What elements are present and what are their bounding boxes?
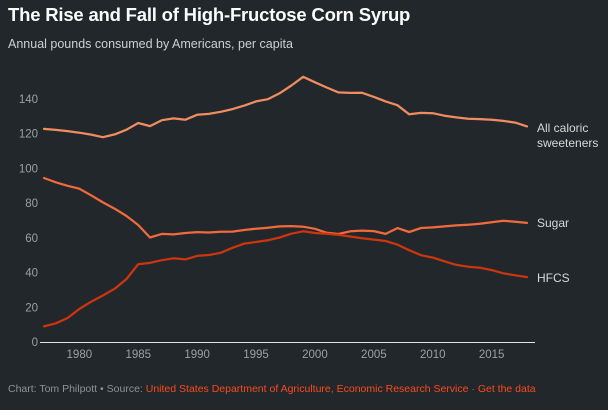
x-tick-label: 2005 xyxy=(361,349,387,361)
y-tick-label: 100 xyxy=(19,163,38,175)
legend-label-sugar: Sugar xyxy=(537,216,570,230)
source-link[interactable]: United States Department of Agriculture,… xyxy=(145,383,469,395)
x-tick-label: 1980 xyxy=(67,349,93,361)
y-tick-label: 120 xyxy=(19,129,38,141)
footer-credit-text: Chart: Tom Philpott • Source: xyxy=(8,383,143,395)
chart-title: The Rise and Fall of High-Fructose Corn … xyxy=(8,4,411,25)
y-tick-label: 0 xyxy=(32,337,38,349)
data-series-lines xyxy=(42,75,529,328)
x-tick-label: 1985 xyxy=(125,349,151,361)
x-tick-label: 2000 xyxy=(302,349,328,361)
get-the-data-link[interactable]: Get the data xyxy=(477,383,536,395)
y-tick-label: 20 xyxy=(25,302,38,314)
line-sugar xyxy=(42,176,529,239)
line-hfcs xyxy=(42,230,529,328)
legend-label-all-caloric-sweeteners: All caloric sweeteners xyxy=(537,121,599,151)
footer-credits: Chart: Tom Philpott • Source: United Sta… xyxy=(8,383,608,395)
x-tick-label: 2010 xyxy=(420,349,446,361)
y-axis-tick-labels: 0 20 40 60 80 100 120 140 xyxy=(19,94,38,349)
legend-label-hfcs: HFCS xyxy=(537,271,570,285)
x-tick-label: 1990 xyxy=(184,349,210,361)
y-tick-label: 80 xyxy=(25,198,38,210)
x-tick-label: 1995 xyxy=(243,349,269,361)
x-tick-label: 2015 xyxy=(479,349,505,361)
y-tick-label: 140 xyxy=(19,94,38,106)
y-tick-label: 40 xyxy=(25,268,38,280)
line-all-caloric-sweeteners xyxy=(42,75,529,139)
chart-subtitle: Annual pounds consumed by Americans, per… xyxy=(8,37,293,51)
footer-separator: · xyxy=(471,383,475,395)
x-axis-tick-labels: 1980 1985 1990 1995 2000 2005 2010 2015 xyxy=(67,349,505,361)
y-tick-label: 60 xyxy=(25,233,38,245)
